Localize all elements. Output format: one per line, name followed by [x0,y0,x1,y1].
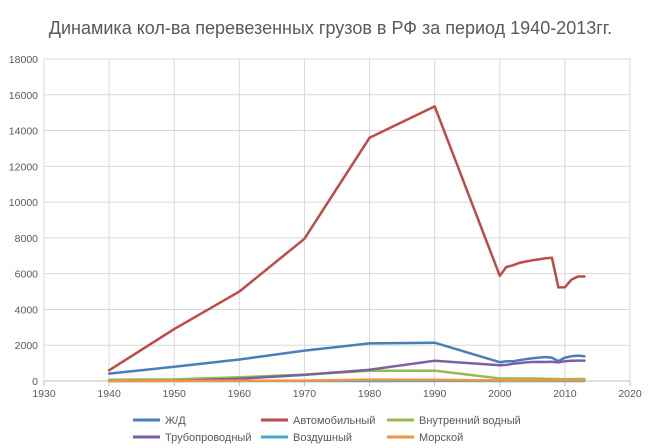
y-tick-label: 6000 [15,269,39,281]
y-tick-label: 16000 [9,90,38,102]
y-tick-label: 8000 [15,233,39,245]
series-line-3 [107,359,586,383]
x-tick-label: 2020 [618,388,642,400]
legend-label: Воздушный [293,432,352,444]
chart-title: Динамика кол-ва перевезенных грузов в РФ… [48,18,613,38]
y-tick-label: 18000 [9,54,38,66]
x-tick-label: 1990 [423,388,447,400]
legend-label: Внутренний водный [419,415,521,427]
x-tick-label: 1970 [293,388,317,400]
x-tick-label: 1960 [228,388,252,400]
legend-label: Автомобильный [293,415,375,427]
x-tick-label: 1950 [163,388,187,400]
y-tick-label: 12000 [9,161,38,173]
y-tick-label: 0 [32,376,38,388]
series-line-1 [107,105,586,372]
series-layer [107,105,586,383]
x-tick-label: 2010 [553,388,577,400]
series-line-0 [107,341,586,375]
x-tick-label: 1930 [32,388,56,400]
x-tick-label: 2000 [488,388,512,400]
x-tick-label: 1940 [97,388,121,400]
y-tick-label: 2000 [15,340,39,352]
x-tick-label: 1980 [358,388,382,400]
series-line-2 [107,369,586,381]
legend-label: Ж/Д [165,415,186,427]
y-tick-label: 14000 [9,126,38,138]
legend-label: Трубопроводный [165,432,251,444]
series-line-5 [107,378,586,383]
legend-label: Морской [419,432,463,444]
y-tick-label: 4000 [15,304,39,316]
axis-layer: 0 2000 4000 6000 8000 10000 12000 14000 16000 180… [9,54,642,400]
chart-legend: Ж/Д Автомобильный Внутренний водный Трубопр… [133,415,521,444]
grid-layer [43,58,631,381]
y-tick-label: 10000 [9,197,38,209]
